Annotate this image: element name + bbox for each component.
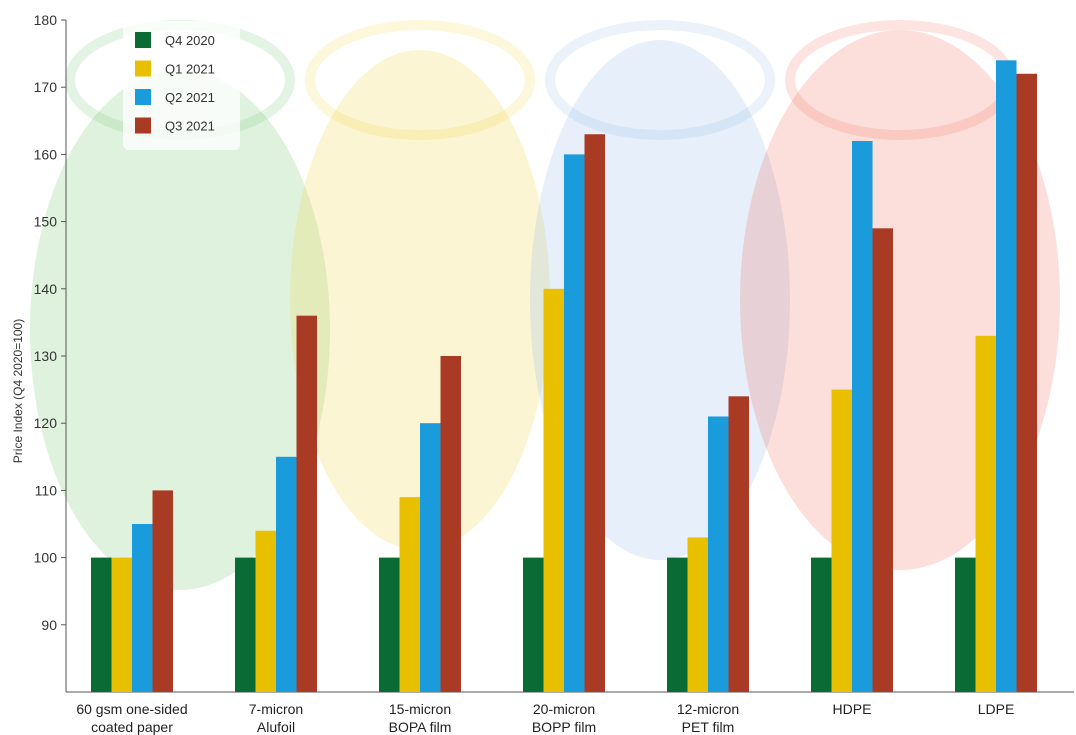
y-tick-label: 180 [34, 12, 58, 28]
bar [132, 524, 153, 692]
legend-swatch [135, 117, 151, 134]
bar [996, 60, 1017, 692]
y-tick-label: 160 [34, 146, 58, 162]
y-axis-title: Price Index (Q4 2020=100) [11, 319, 25, 463]
bar [687, 537, 708, 692]
y-tick-label: 150 [34, 214, 58, 230]
legend-label: Q3 2021 [165, 119, 215, 134]
x-category-label-line: HDPE [833, 701, 872, 717]
x-category-label-line: coated paper [91, 719, 173, 735]
x-category-label-line: 15-micron [389, 701, 451, 717]
x-category-label-line: BOPA film [389, 719, 452, 735]
bar [708, 416, 729, 692]
bar [667, 557, 688, 692]
bars [91, 60, 1037, 693]
x-category-label-line: Alufoil [257, 719, 295, 735]
y-tick-label: 170 [34, 79, 58, 95]
x-category-label: 15-micron BOPA film [389, 701, 452, 735]
background-blob [30, 70, 330, 590]
bar [111, 557, 132, 692]
background-glass-rim [545, 20, 775, 140]
x-category-label-line: 20-micron [533, 701, 595, 717]
legend-swatch [135, 32, 151, 48]
legend-label: Q4 2020 [165, 33, 215, 48]
bar [811, 557, 832, 692]
legend-swatch [135, 60, 151, 77]
x-category-label-line: 60 gsm one-sided [76, 701, 187, 717]
x-category-label-line: PET film [682, 719, 735, 735]
bar [955, 557, 976, 692]
y-tick-label: 100 [34, 550, 58, 566]
y-tick-label: 130 [34, 348, 58, 364]
x-category-label-line: 7-micron [249, 701, 303, 717]
bar [584, 134, 605, 693]
x-category-label-line: BOPP film [532, 719, 596, 735]
x-category-label: LDPE [978, 701, 1015, 717]
background-blob [290, 50, 550, 550]
x-category-label: 12-micron PET film [677, 701, 739, 735]
bar [728, 396, 749, 692]
legend-swatch [135, 89, 151, 105]
y-tick-label: 120 [34, 415, 58, 431]
bar [440, 356, 461, 692]
background-glass-rim [305, 20, 535, 140]
bar [1016, 73, 1037, 692]
y-tick-label: 90 [41, 617, 57, 633]
bar [91, 557, 112, 692]
bar [399, 497, 420, 692]
x-category-label-line: LDPE [978, 701, 1015, 717]
bar [420, 423, 441, 692]
x-category-label-line: 12-micron [677, 701, 739, 717]
x-category-label: 20-micron BOPP film [532, 701, 596, 735]
bar [152, 490, 173, 692]
y-tick-label: 110 [35, 482, 58, 498]
bar [852, 140, 873, 692]
x-category-label: 60 gsm one-sided coated paper [76, 701, 187, 735]
x-category-label: HDPE [833, 701, 872, 717]
legend-label: Q2 2021 [165, 90, 215, 105]
bar [564, 154, 585, 692]
x-category-label: 7-micron Alufoil [249, 701, 303, 735]
bar [276, 456, 297, 692]
bar [235, 557, 256, 692]
bar [296, 315, 317, 692]
legend: Q4 2020 Q1 2021 Q2 2021 Q3 2021 [123, 21, 240, 150]
legend-label: Q1 2021 [165, 62, 215, 77]
bar [523, 557, 544, 692]
labels: 90 100 110 120 130 140 150 160 170 180 Price Index… [11, 12, 1014, 735]
bar [872, 228, 893, 692]
legend-box [123, 21, 240, 150]
bar [975, 335, 996, 692]
bar [543, 288, 564, 692]
bar [379, 557, 400, 692]
bar [831, 389, 852, 692]
bar [255, 530, 276, 692]
y-tick-label: 140 [34, 281, 58, 297]
